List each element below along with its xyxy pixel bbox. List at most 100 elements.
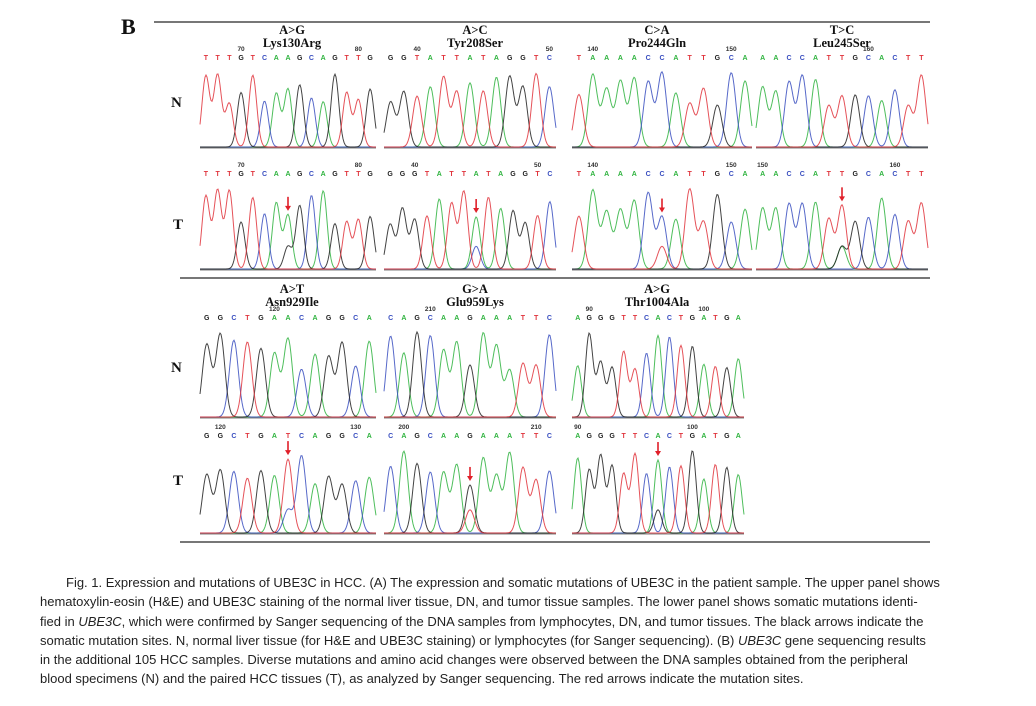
base-call-C: C (646, 55, 651, 62)
chromatogram: 40 50 G G T A T T A T A G G T C (383, 46, 557, 150)
chromatogram: 140 150 T A A A A C C A T T G C A (571, 46, 753, 150)
base-call-T: T (906, 171, 911, 178)
base-call-T: T (462, 171, 467, 178)
base-call-A: A (274, 55, 279, 62)
base-call-T: T (701, 171, 706, 178)
chromatogram: 120 130 G G C T G A T C A G G C A (199, 424, 377, 536)
base-call-A: A (285, 171, 290, 178)
nucleotide-change: G>A (462, 282, 488, 296)
base-call-C: C (547, 55, 552, 62)
base-call-G: G (218, 315, 224, 322)
base-call-C: C (428, 433, 433, 440)
base-call-A: A (773, 55, 778, 62)
base-call-T: T (535, 171, 540, 178)
position-tick-label: 120 (269, 306, 280, 313)
base-call-A: A (760, 171, 765, 178)
base-call-G: G (400, 171, 406, 178)
base-call-G: G (332, 55, 338, 62)
base-call-C: C (659, 171, 664, 178)
nucleotide-change: A>C (462, 23, 488, 37)
base-call-G: G (520, 55, 526, 62)
trace-channel-T (199, 188, 376, 270)
base-call-T: T (486, 171, 491, 178)
base-call-A: A (655, 315, 660, 322)
base-call-A: A (879, 55, 884, 62)
trace-channel-G (572, 332, 744, 418)
base-call-T: T (227, 171, 232, 178)
base-call-G: G (412, 171, 418, 178)
base-call-G: G (339, 315, 345, 322)
base-call-G: G (326, 315, 332, 322)
base-call-T: T (286, 433, 291, 440)
base-call-T: T (441, 55, 446, 62)
base-call-T: T (827, 55, 832, 62)
position-tick-label: 150 (726, 46, 737, 53)
caption-line: hematoxylin-eosin (H&E) and UBE3C staini… (40, 594, 918, 610)
chromatogram-svg: 200 210 C A G C A A G A A A T T C (383, 424, 557, 535)
base-call-G: G (367, 171, 373, 178)
trace-channel-G (200, 204, 377, 270)
base-call-A: A (813, 55, 818, 62)
base-call-C: C (866, 171, 871, 178)
base-call-A: A (632, 55, 637, 62)
row-label-normal-bottom: N (171, 360, 182, 376)
chromatogram-svg: 70 80T T T G T C A A G C A G T T G (199, 46, 377, 149)
base-call-T: T (840, 171, 845, 178)
trace-channel-A (384, 331, 556, 418)
base-call-C: C (644, 433, 649, 440)
mutation-arrow-icon (659, 198, 665, 213)
base-call-T: T (919, 171, 924, 178)
base-call-G: G (724, 315, 730, 322)
chromatogram: 160 A A C C A T T G C A C T T (755, 46, 929, 150)
base-call-C: C (667, 433, 672, 440)
chromatogram: 70 80 T T T G T C A A G C A G T T G (199, 162, 377, 272)
gene-name: UBE3C (737, 632, 782, 648)
amino-acid-change: Pro244Gln (627, 36, 687, 50)
base-call-G: G (401, 55, 407, 62)
position-tick-label: 100 (698, 306, 709, 313)
trace-channel-A (755, 79, 928, 148)
position-tick-label: 150 (757, 162, 768, 169)
trace-channel-A (384, 77, 556, 148)
base-call-A: A (618, 55, 623, 62)
base-call-A: A (494, 433, 499, 440)
position-tick-label: 50 (534, 162, 542, 169)
base-call-C: C (231, 315, 236, 322)
amino-acid-change: Asn929Ile (265, 295, 319, 309)
trace-channel-T (756, 201, 929, 270)
base-call-T: T (245, 433, 250, 440)
chromatogram: 90 100 A G G G T T C A C T G A T G A (571, 424, 745, 536)
base-call-T: T (227, 55, 232, 62)
base-call-G: G (853, 55, 859, 62)
trace-channel-A (755, 197, 928, 270)
position-tick-label: 90 (574, 424, 582, 431)
base-call-A: A (773, 171, 778, 178)
base-call-C: C (646, 171, 651, 178)
base-call-T: T (251, 55, 256, 62)
caption-line: Fig. 1. Expression and mutations of UBE3… (66, 575, 940, 590)
base-call-G: G (388, 55, 394, 62)
trace-channel-T (572, 451, 744, 534)
base-call-T: T (621, 433, 626, 440)
base-call-T: T (840, 55, 845, 62)
top-rule (154, 21, 930, 23)
position-tick-label: 80 (355, 46, 363, 53)
base-call-A: A (736, 315, 741, 322)
trace-channel-T (571, 87, 752, 148)
base-call-C: C (428, 315, 433, 322)
base-call-G: G (598, 315, 604, 322)
chromatogram-svg: 140 150 T A A A A C C A T T G C A (571, 162, 753, 271)
base-call-G: G (387, 171, 393, 178)
position-tick-label: 40 (411, 162, 419, 169)
chromatogram: 70 80 T T T G T C A A G C A G T T G (199, 46, 377, 150)
amino-acid-change: Thr1004Ala (624, 295, 690, 309)
trace-channel-G (384, 462, 556, 534)
base-call-C: C (262, 171, 267, 178)
trace-channel-T (572, 344, 744, 418)
base-call-C: C (262, 55, 267, 62)
nucleotide-change: A>G (279, 23, 305, 37)
chromatogram: 150 160 A A C C A T T G C A C T T (755, 162, 929, 272)
base-call-G: G (414, 315, 420, 322)
base-call-A: A (575, 315, 580, 322)
position-tick-label: 130 (350, 424, 361, 431)
